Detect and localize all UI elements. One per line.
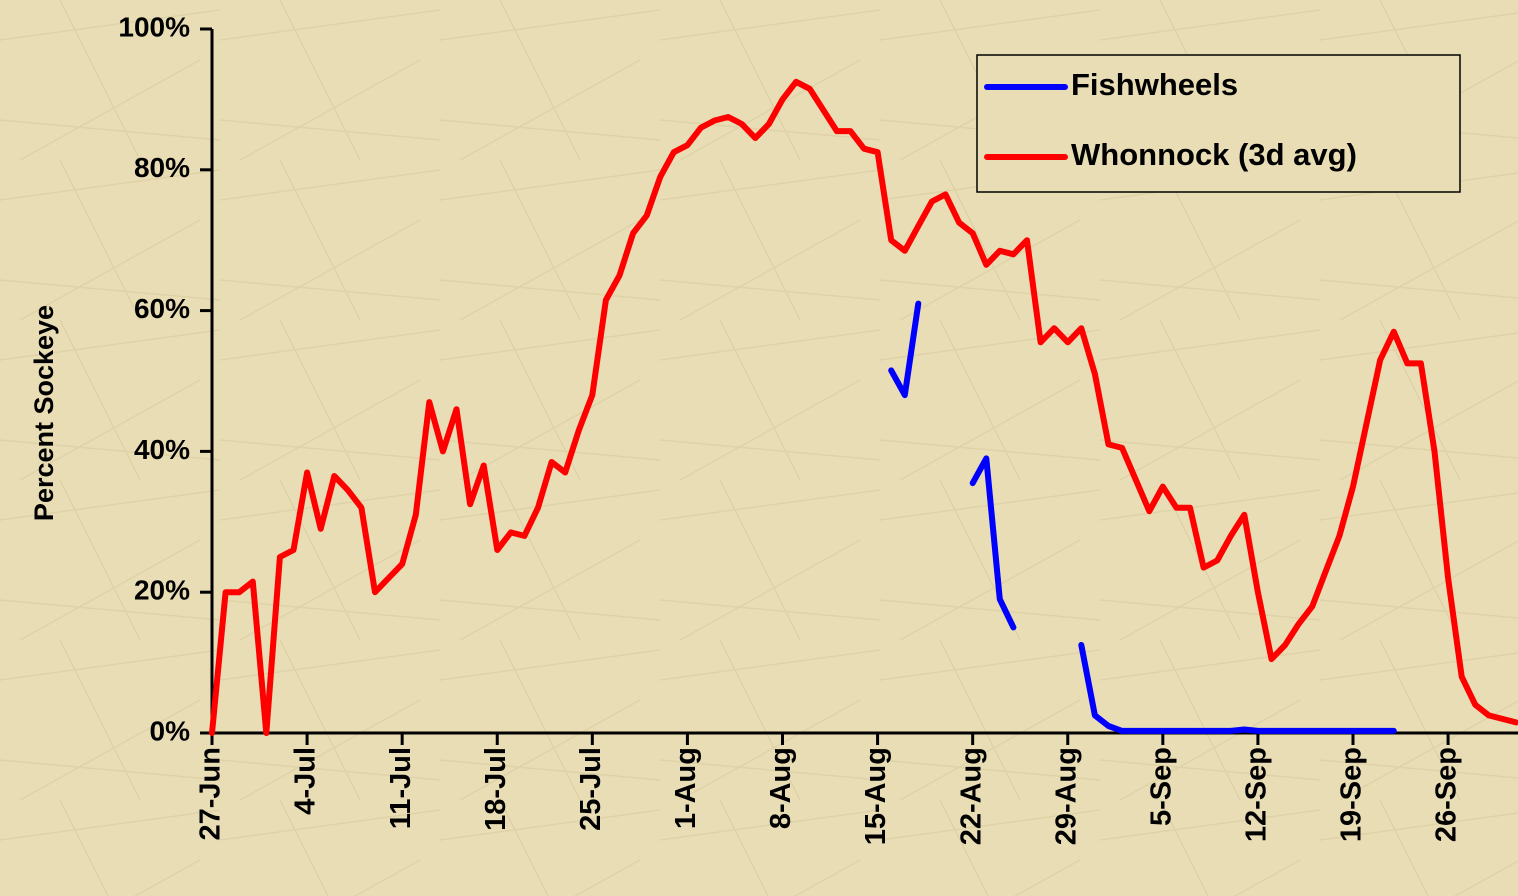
x-tick-label: 8-Aug (765, 747, 797, 829)
x-tick-label: 18-Jul (480, 747, 512, 831)
x-tick-label: 4-Jul (290, 747, 322, 815)
legend-label: Whonnock (3d avg) (1071, 137, 1357, 172)
x-tick-label: 29-Aug (1050, 747, 1082, 845)
y-axis-label: Percent Sockeye (29, 305, 59, 521)
x-tick-label: 1-Aug (670, 747, 702, 829)
x-tick-label: 19-Sep (1336, 747, 1368, 842)
series-line (209, 78, 1518, 736)
x-tick-label: 25-Jul (575, 747, 607, 831)
y-tick-label: 100% (118, 11, 190, 42)
x-tick-label: 15-Aug (860, 747, 892, 845)
legend-box (976, 54, 1461, 193)
y-tick-label: 80% (134, 152, 190, 183)
x-tick-label: 5-Sep (1145, 747, 1177, 826)
y-tick-label: 20% (134, 575, 190, 606)
y-tick-label: 60% (134, 293, 190, 324)
x-tick-label: 27-Jun (195, 747, 227, 840)
series-line (888, 300, 1397, 734)
x-tick-label: 12-Sep (1241, 747, 1273, 842)
x-tick-label: 11-Jul (385, 747, 417, 829)
x-tick-label: 26-Sep (1431, 747, 1463, 842)
y-tick-label: 40% (134, 434, 190, 465)
y-tick-label: 0% (150, 715, 191, 746)
legend-label: Fishwheels (1071, 67, 1238, 102)
x-tick-label: 22-Aug (955, 747, 987, 845)
